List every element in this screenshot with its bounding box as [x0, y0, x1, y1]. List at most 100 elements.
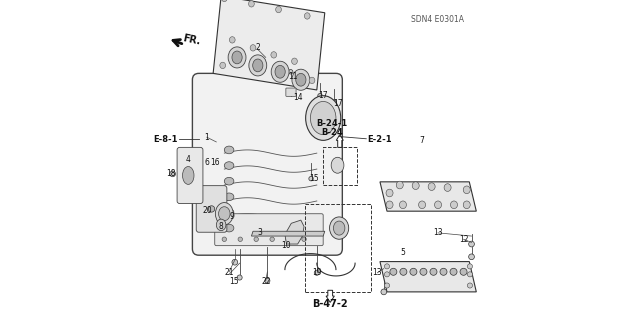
Circle shape	[265, 278, 270, 283]
Circle shape	[467, 264, 472, 269]
Text: 11: 11	[288, 72, 298, 81]
Ellipse shape	[306, 96, 340, 140]
Text: 16: 16	[210, 158, 220, 167]
Circle shape	[232, 259, 237, 265]
Text: FR.: FR.	[181, 33, 201, 46]
Ellipse shape	[305, 13, 310, 19]
Ellipse shape	[216, 203, 233, 225]
Text: 21: 21	[225, 268, 234, 277]
Ellipse shape	[296, 73, 306, 86]
Text: 15: 15	[229, 277, 239, 286]
Text: 15: 15	[309, 174, 319, 183]
Polygon shape	[213, 0, 324, 90]
Ellipse shape	[271, 61, 289, 82]
Circle shape	[440, 268, 447, 275]
Ellipse shape	[224, 162, 234, 169]
Circle shape	[209, 206, 215, 212]
Ellipse shape	[463, 201, 470, 209]
Ellipse shape	[386, 201, 393, 209]
Text: 4: 4	[185, 155, 190, 164]
Ellipse shape	[249, 55, 267, 76]
Circle shape	[430, 268, 437, 275]
Circle shape	[270, 237, 275, 241]
Circle shape	[468, 254, 474, 260]
Text: 12: 12	[459, 235, 468, 244]
Circle shape	[314, 270, 319, 275]
Text: 1: 1	[204, 133, 209, 142]
Ellipse shape	[220, 62, 225, 69]
Text: 19: 19	[312, 268, 322, 277]
Text: 17: 17	[318, 91, 328, 100]
Text: B-24: B-24	[321, 128, 343, 137]
Ellipse shape	[253, 59, 263, 72]
Circle shape	[238, 237, 243, 241]
Circle shape	[460, 268, 467, 275]
Text: E-2-1: E-2-1	[367, 135, 392, 144]
Ellipse shape	[396, 181, 403, 189]
Bar	[323, 147, 356, 185]
Circle shape	[318, 93, 322, 98]
Circle shape	[332, 100, 337, 104]
Ellipse shape	[444, 184, 451, 191]
Text: 2: 2	[255, 43, 260, 52]
Circle shape	[400, 268, 407, 275]
Circle shape	[467, 272, 472, 277]
FancyArrow shape	[326, 290, 334, 302]
Text: 22: 22	[261, 277, 271, 286]
Circle shape	[237, 275, 242, 280]
Circle shape	[222, 237, 227, 241]
Circle shape	[450, 268, 457, 275]
Text: 18: 18	[166, 169, 175, 178]
Text: 17: 17	[333, 99, 342, 108]
Circle shape	[385, 283, 390, 288]
Text: 13: 13	[433, 228, 443, 237]
Text: 3: 3	[257, 228, 262, 237]
Ellipse shape	[229, 37, 235, 43]
Ellipse shape	[182, 167, 194, 184]
Circle shape	[468, 241, 474, 247]
Ellipse shape	[250, 45, 256, 51]
Text: 8: 8	[219, 222, 223, 231]
Circle shape	[390, 268, 397, 275]
Ellipse shape	[218, 207, 230, 221]
Text: 6: 6	[204, 158, 209, 167]
Circle shape	[289, 70, 293, 74]
Ellipse shape	[228, 47, 246, 68]
FancyBboxPatch shape	[177, 147, 203, 204]
Circle shape	[302, 237, 307, 241]
Ellipse shape	[232, 51, 242, 64]
Ellipse shape	[399, 201, 406, 209]
FancyArrow shape	[336, 135, 343, 147]
Ellipse shape	[216, 219, 226, 231]
Circle shape	[467, 283, 472, 288]
Circle shape	[286, 237, 291, 241]
Ellipse shape	[224, 209, 234, 216]
Polygon shape	[252, 231, 324, 236]
Circle shape	[385, 272, 390, 277]
Ellipse shape	[435, 201, 442, 209]
FancyBboxPatch shape	[215, 214, 323, 246]
Circle shape	[170, 171, 175, 177]
Ellipse shape	[428, 183, 435, 190]
Polygon shape	[380, 262, 476, 292]
Text: E-8-1: E-8-1	[154, 135, 178, 144]
Ellipse shape	[309, 77, 315, 84]
Ellipse shape	[224, 146, 234, 154]
Polygon shape	[285, 220, 304, 244]
Ellipse shape	[275, 65, 285, 78]
Ellipse shape	[463, 186, 470, 194]
Text: B-24-1: B-24-1	[317, 119, 348, 128]
Text: SDN4 E0301A: SDN4 E0301A	[411, 15, 464, 24]
Ellipse shape	[224, 193, 234, 201]
Circle shape	[254, 237, 259, 241]
Ellipse shape	[224, 224, 234, 232]
Ellipse shape	[331, 157, 344, 173]
Circle shape	[420, 268, 427, 275]
Text: 9: 9	[230, 212, 235, 221]
Circle shape	[309, 176, 314, 181]
Ellipse shape	[292, 69, 310, 90]
Text: B-47-2: B-47-2	[312, 299, 348, 309]
Ellipse shape	[248, 1, 254, 7]
Text: 13: 13	[372, 268, 382, 277]
FancyBboxPatch shape	[193, 73, 342, 255]
